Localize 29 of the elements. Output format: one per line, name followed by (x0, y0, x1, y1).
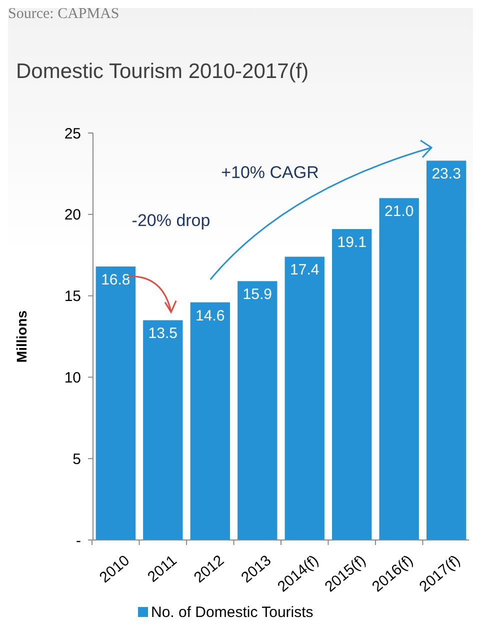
text: 15.9 (242, 286, 272, 304)
bar (238, 281, 278, 540)
text: 19.1 (337, 234, 366, 252)
bar (190, 302, 230, 540)
annotation: +10% CAGR (221, 163, 319, 182)
y-tick-label: - (76, 532, 81, 550)
source-note: Source: CAPMAS (8, 6, 120, 22)
bar (143, 320, 183, 540)
bar (379, 198, 419, 540)
bar (96, 266, 136, 540)
y-axis-title: Millions (13, 310, 30, 363)
y-tick-label: 20 (64, 206, 81, 224)
text: 14.6 (196, 307, 225, 324)
bar (332, 229, 372, 540)
y-tick-label: 10 (64, 369, 81, 386)
bar (426, 160, 466, 540)
text: 13.5 (148, 325, 178, 342)
legend-label: No. of Domestic Tourists (151, 604, 314, 621)
text: 17.4 (290, 262, 320, 279)
text: 21.0 (384, 203, 414, 220)
chart-title: Domestic Tourism 2010-2017(f) (16, 60, 309, 83)
text: 23.3 (432, 166, 461, 183)
x-tick-label: 2011 (144, 552, 180, 586)
text: 16.8 (101, 271, 130, 288)
y-tick-label: 25 (64, 125, 81, 142)
y-tick-label: 15 (64, 288, 81, 306)
bar (284, 256, 324, 540)
y-tick-label: 5 (72, 450, 81, 468)
annotation: -20% drop (132, 211, 210, 230)
